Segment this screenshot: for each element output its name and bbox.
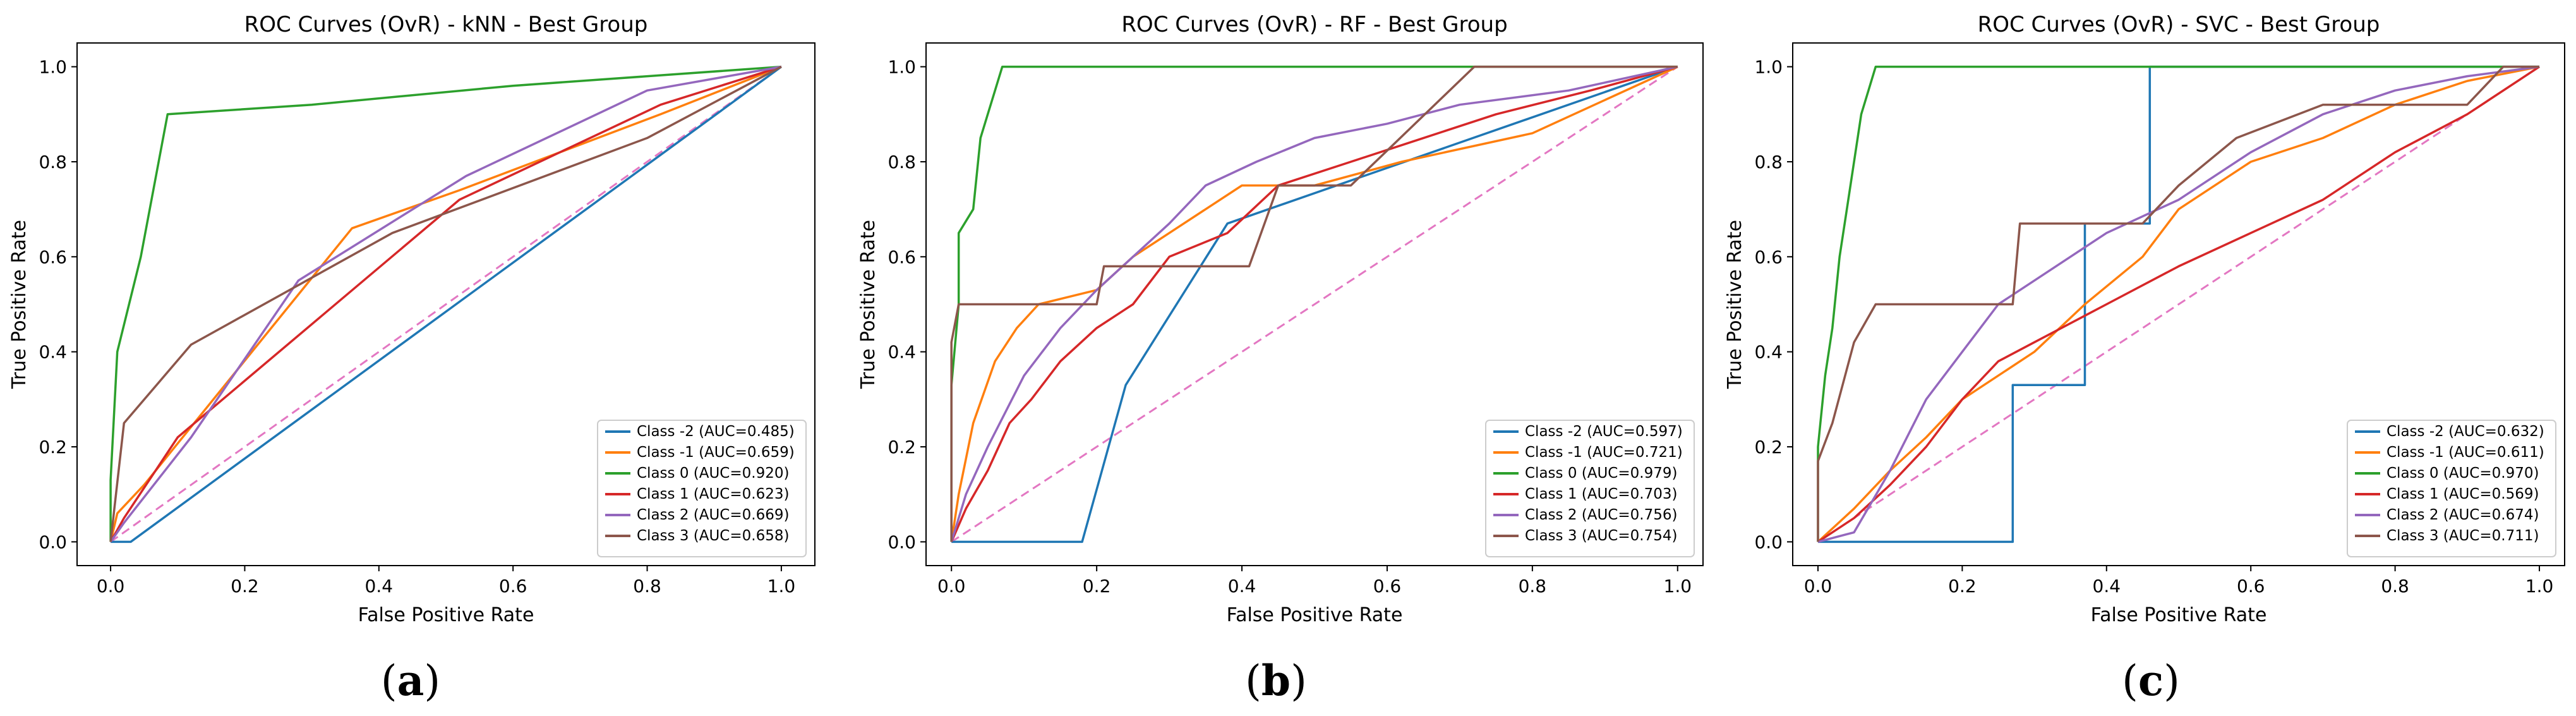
plot-area — [1817, 65, 2540, 543]
x-tick-label: 0.6 — [2237, 576, 2265, 597]
series-line-3 — [1817, 66, 2540, 543]
y-axis-label: True Positive Rate — [8, 220, 30, 389]
series-line-2 — [950, 65, 1678, 542]
plot-area — [109, 65, 782, 543]
chart-title: ROC Curves (OvR) - RF - Best Group — [1121, 12, 1507, 37]
series-line-5 — [109, 66, 782, 542]
y-tick-label: 1.0 — [1754, 57, 1783, 78]
y-tick-label: 0.0 — [888, 531, 916, 552]
x-tick-label: 0.0 — [1804, 576, 1833, 597]
y-axis-label: True Positive Rate — [1724, 220, 1746, 389]
legend-entry-0: Class -2 (AUC=0.485) — [637, 423, 795, 440]
series-line-4 — [1817, 65, 2540, 543]
legend-entry-5: Class 3 (AUC=0.711) — [2386, 528, 2539, 544]
x-tick-label: 0.8 — [1519, 576, 1547, 597]
series-line-1 — [1817, 65, 2540, 543]
x-tick-label: 0.4 — [365, 576, 394, 597]
series-line-3 — [950, 65, 1678, 543]
legend-entry-2: Class 0 (AUC=0.979) — [1525, 465, 1677, 482]
x-tick-label: 0.2 — [1083, 576, 1111, 597]
series-line-1 — [109, 65, 782, 542]
legend-entry-1: Class -1 (AUC=0.659) — [637, 444, 795, 461]
x-tick-label: 0.2 — [1948, 576, 1977, 597]
legend-entry-4: Class 2 (AUC=0.756) — [1525, 507, 1677, 523]
series-line-4 — [109, 65, 782, 543]
chart-panel-b: 0.0 0.2 0.4 0.6 0.8 1.0 0.0 0.2 0.4 0.6 0.8 1.0 Fals… — [857, 12, 1704, 626]
y-tick-label: 0.8 — [39, 152, 67, 173]
x-axis-label: False Positive Rate — [358, 604, 534, 626]
panel-label-b: (b) — [1245, 656, 1307, 705]
y-tick-label: 0.2 — [39, 437, 67, 458]
series-line-5 — [1817, 65, 2539, 542]
x-axis-label: False Positive Rate — [1227, 604, 1403, 626]
panel-label-a: (a) — [381, 656, 440, 705]
y-tick-label: 0.2 — [888, 437, 916, 458]
y-tick-label: 1.0 — [888, 57, 916, 78]
series-line-2 — [1817, 65, 2539, 542]
series-line-2 — [109, 65, 782, 542]
series-line-0 — [951, 65, 1678, 543]
legend-entry-1: Class -1 (AUC=0.611) — [2386, 444, 2544, 461]
legend-entry-0: Class -2 (AUC=0.632) — [2386, 423, 2544, 440]
y-tick-label: 0.4 — [1754, 342, 1783, 363]
x-tick-label: 0.0 — [97, 576, 125, 597]
legend-entry-3: Class 1 (AUC=0.569) — [2386, 486, 2539, 502]
legend-box — [1485, 420, 1695, 557]
x-tick-label: 0.2 — [231, 576, 259, 597]
series-line-0 — [111, 66, 782, 543]
y-tick-label: 0.2 — [1754, 437, 1783, 458]
chart-title: ROC Curves (OvR) - SVC - Best Group — [1978, 12, 2380, 37]
y-axis-label: True Positive Rate — [857, 220, 879, 389]
legend-entry-2: Class 0 (AUC=0.970) — [2386, 465, 2539, 482]
legend-entry-4: Class 2 (AUC=0.674) — [2386, 507, 2539, 523]
legend: Class -2 (AUC=0.597) Class -1 (AUC=0.721)… — [1485, 420, 1695, 557]
chance-diagonal-line — [1817, 66, 2540, 543]
legend-box — [2347, 420, 2556, 557]
x-tick-label: 0.6 — [1373, 576, 1402, 597]
x-tick-label: 0.0 — [937, 576, 966, 597]
chart-panel-c: 0.0 0.2 0.4 0.6 0.8 1.0 0.0 0.2 0.4 0.6 0.8 1.0 Fals… — [1724, 12, 2565, 626]
y-tick-label: 0.6 — [1754, 246, 1783, 267]
legend-entry-2: Class 0 (AUC=0.920) — [637, 465, 789, 482]
x-tick-label: 0.8 — [633, 576, 661, 597]
y-tick-label: 0.6 — [39, 246, 67, 267]
panel-label-c: (c) — [2122, 656, 2180, 705]
legend: Class -2 (AUC=0.632) Class -1 (AUC=0.611)… — [2347, 420, 2556, 557]
y-tick-label: 0.6 — [888, 246, 916, 267]
y-tick-label: 0.4 — [888, 342, 916, 363]
series-line-3 — [109, 65, 782, 543]
x-tick-label: 0.4 — [2093, 576, 2121, 597]
x-tick-label: 1.0 — [767, 576, 796, 597]
series-line-5 — [950, 65, 1678, 542]
y-tick-label: 0.8 — [1754, 152, 1783, 173]
series-line-4 — [950, 65, 1678, 542]
chance-diagonal-line — [110, 66, 782, 543]
plot-area — [950, 65, 1678, 543]
legend-entry-3: Class 1 (AUC=0.623) — [637, 486, 789, 502]
legend-entry-5: Class 3 (AUC=0.658) — [637, 528, 789, 544]
y-tick-label: 0.0 — [39, 531, 67, 552]
x-tick-label: 0.8 — [2381, 576, 2409, 597]
legend-entry-5: Class 3 (AUC=0.754) — [1525, 528, 1677, 544]
legend: Class -2 (AUC=0.485) Class -1 (AUC=0.659)… — [597, 420, 807, 557]
chart-title: ROC Curves (OvR) - kNN - Best Group — [244, 12, 648, 37]
chance-diagonal-line — [951, 66, 1678, 543]
legend-entry-4: Class 2 (AUC=0.669) — [637, 507, 789, 523]
x-tick-label: 1.0 — [2525, 576, 2554, 597]
x-tick-label: 1.0 — [1664, 576, 1692, 597]
chart-panel-a: 0.0 0.2 0.4 0.6 0.8 1.0 0.0 0.2 0.4 0.6 0.8 1.0 Fals… — [8, 12, 816, 626]
y-tick-label: 0.0 — [1754, 531, 1783, 552]
y-tick-label: 0.8 — [888, 152, 916, 173]
legend-entry-3: Class 1 (AUC=0.703) — [1525, 486, 1677, 502]
legend-entry-0: Class -2 (AUC=0.597) — [1525, 423, 1683, 440]
y-tick-label: 0.4 — [39, 342, 67, 363]
legend-entry-1: Class -1 (AUC=0.721) — [1525, 444, 1683, 461]
legend-box — [597, 420, 807, 557]
x-tick-label: 0.6 — [499, 576, 527, 597]
x-axis-label: False Positive Rate — [2091, 604, 2267, 626]
y-tick-label: 1.0 — [39, 57, 67, 78]
x-tick-label: 0.4 — [1228, 576, 1256, 597]
